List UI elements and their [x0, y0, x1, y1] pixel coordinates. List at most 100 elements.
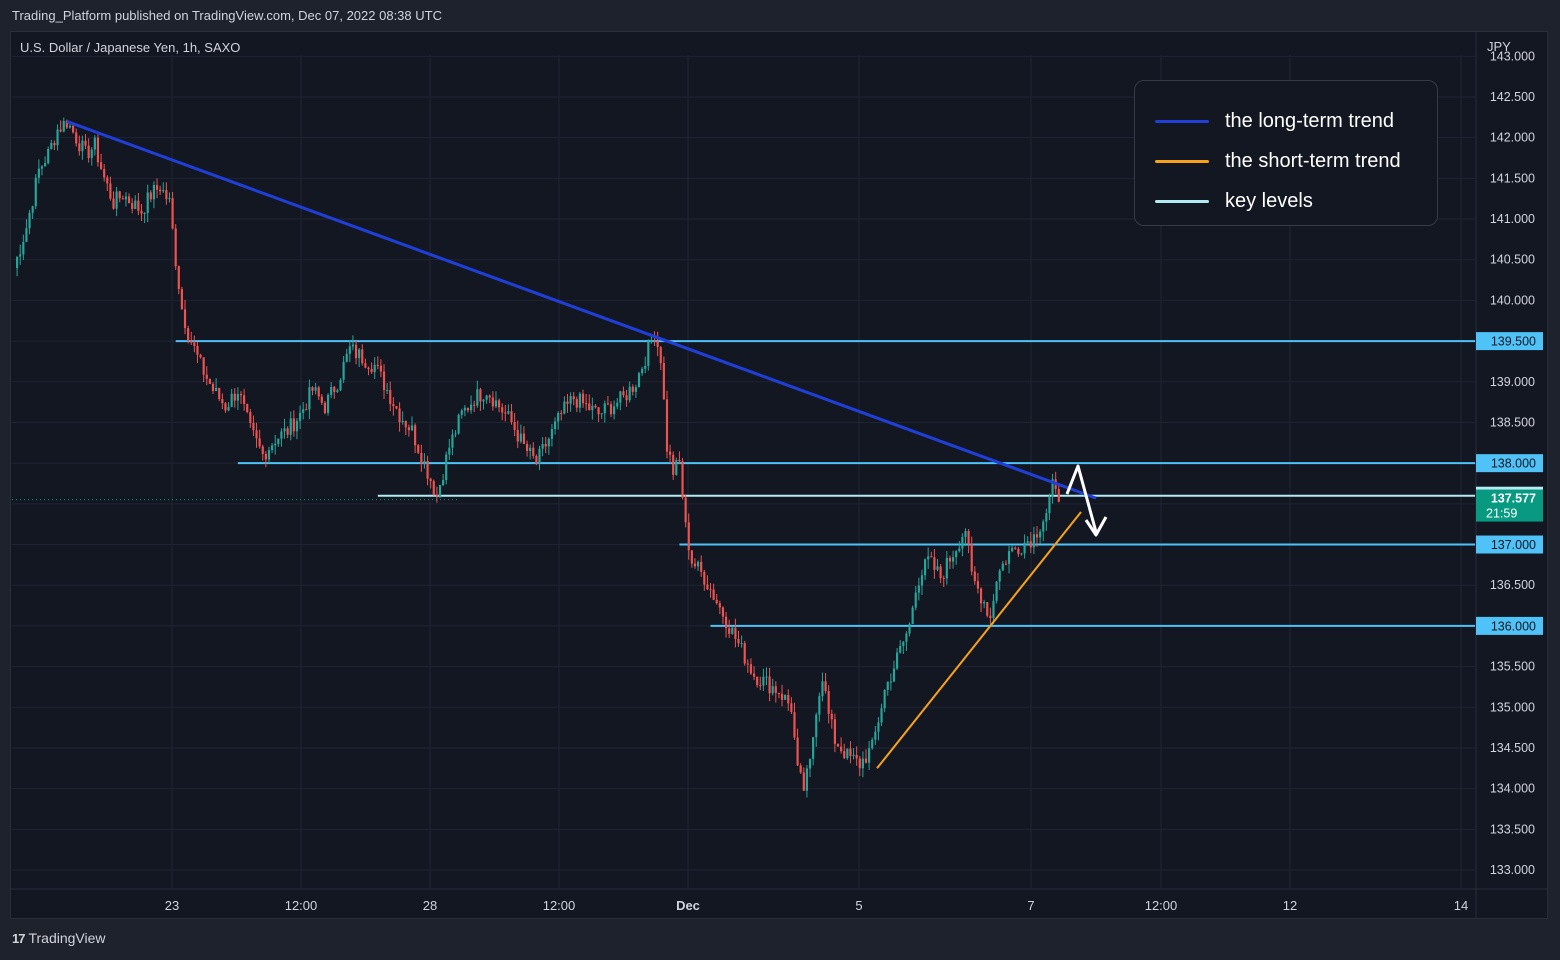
candle-body: [1035, 534, 1039, 538]
candle-body: [463, 407, 466, 411]
candle-body: [532, 447, 535, 456]
candle-body: [65, 121, 68, 128]
candle-body: [205, 374, 208, 379]
candle-body: [840, 746, 843, 752]
candle-body: [320, 396, 323, 403]
candle-body: [874, 731, 877, 740]
candle-body: [628, 386, 631, 401]
candle-body: [780, 693, 784, 700]
candle-body: [115, 191, 118, 209]
candle-body: [650, 340, 653, 342]
candle-body: [221, 398, 224, 404]
candle-body: [71, 125, 75, 133]
candle-body: [470, 404, 473, 411]
candle-body: [283, 428, 286, 432]
candle-body: [53, 143, 56, 146]
time-axis[interactable]: 23 12:00 28 12:00 Dec 5 7 12:00 12 14: [165, 898, 1468, 913]
y-tick-label: 138.500: [1490, 415, 1535, 429]
candle-body: [591, 405, 594, 411]
candle-body: [410, 425, 414, 431]
candle-body: [218, 387, 221, 399]
y-tick-label: 135.000: [1490, 700, 1535, 714]
candle-body: [1017, 548, 1020, 554]
reversal-arrow: [1065, 464, 1108, 537]
candle-body: [861, 758, 864, 769]
y-tick-label: 140.500: [1490, 253, 1535, 267]
candle-body: [99, 162, 103, 169]
candle-body: [96, 137, 100, 163]
candle-body: [998, 570, 1001, 582]
candle-body: [401, 420, 404, 423]
candle-body: [989, 615, 992, 619]
trend-lines: [66, 120, 1097, 769]
candle-body: [777, 692, 781, 694]
legend-swatch-orange: [1155, 159, 1209, 163]
candle-body: [749, 664, 753, 674]
candle-body: [339, 379, 342, 391]
legend-item-key-levels: key levels: [1155, 181, 1437, 221]
key-level-badge-text: 136.000: [1491, 619, 1536, 633]
candle-body: [833, 719, 836, 744]
candle-body: [454, 433, 457, 435]
candle-body: [81, 140, 84, 152]
candle-body: [868, 748, 871, 763]
legend-label: the short-term trend: [1225, 149, 1401, 172]
candle-body: [547, 438, 550, 447]
x-tick-label: 14: [1454, 898, 1468, 913]
candle-body: [426, 460, 429, 479]
candle-body: [684, 497, 687, 523]
brand-name[interactable]: TradingView: [28, 930, 106, 946]
candle-body: [44, 163, 47, 167]
y-tick-label: 140.000: [1490, 293, 1535, 307]
candle-body: [516, 429, 519, 442]
candle-body: [805, 768, 809, 791]
candle-body: [706, 584, 709, 590]
candle-body: [715, 599, 718, 604]
candle-body: [22, 241, 25, 255]
candle-body: [473, 404, 476, 406]
candle-body: [1032, 534, 1035, 548]
candle-body: [522, 433, 526, 444]
candle-body: [420, 452, 423, 464]
candle-body: [267, 450, 271, 460]
candle-body: [858, 758, 861, 769]
candle-body: [336, 390, 339, 393]
candle-body: [581, 393, 585, 404]
candle-body: [774, 686, 777, 693]
candle-body: [905, 633, 908, 642]
candle-body: [927, 556, 930, 560]
candle-body: [233, 393, 236, 401]
x-tick-label: 28: [423, 898, 437, 913]
legend: the long-term trend the short-term trend…: [1134, 80, 1438, 226]
candle-body: [911, 607, 914, 624]
candle-body: [625, 395, 628, 401]
x-tick-label: 12:00: [285, 898, 318, 913]
arrow-shaft: [1065, 464, 1098, 533]
candle-body: [656, 341, 659, 348]
candle-body: [815, 714, 818, 738]
candle-body: [90, 149, 93, 159]
candle-body: [942, 578, 945, 580]
candle-body: [908, 623, 911, 634]
candle-body: [647, 341, 650, 366]
candle-body: [479, 389, 482, 402]
key-level-lines: [12, 340, 1475, 627]
candle-body: [961, 537, 964, 549]
candle-body: [308, 387, 311, 410]
candle-body: [659, 347, 662, 364]
candle-body: [47, 148, 50, 164]
candle-body: [653, 340, 656, 342]
candle-body: [669, 451, 672, 455]
candle-body: [696, 561, 700, 567]
candle-body: [970, 544, 973, 572]
candle-body: [709, 589, 712, 591]
candle-body: [168, 198, 171, 200]
candle-body: [634, 387, 637, 392]
candle-body: [529, 447, 532, 451]
key-level-badge-text: 139.500: [1491, 335, 1536, 349]
candle-body: [600, 413, 603, 415]
short-term-trend-line: [876, 511, 1082, 769]
candle-body: [1004, 563, 1008, 565]
candle-body: [986, 602, 989, 616]
candle-body: [603, 403, 606, 414]
